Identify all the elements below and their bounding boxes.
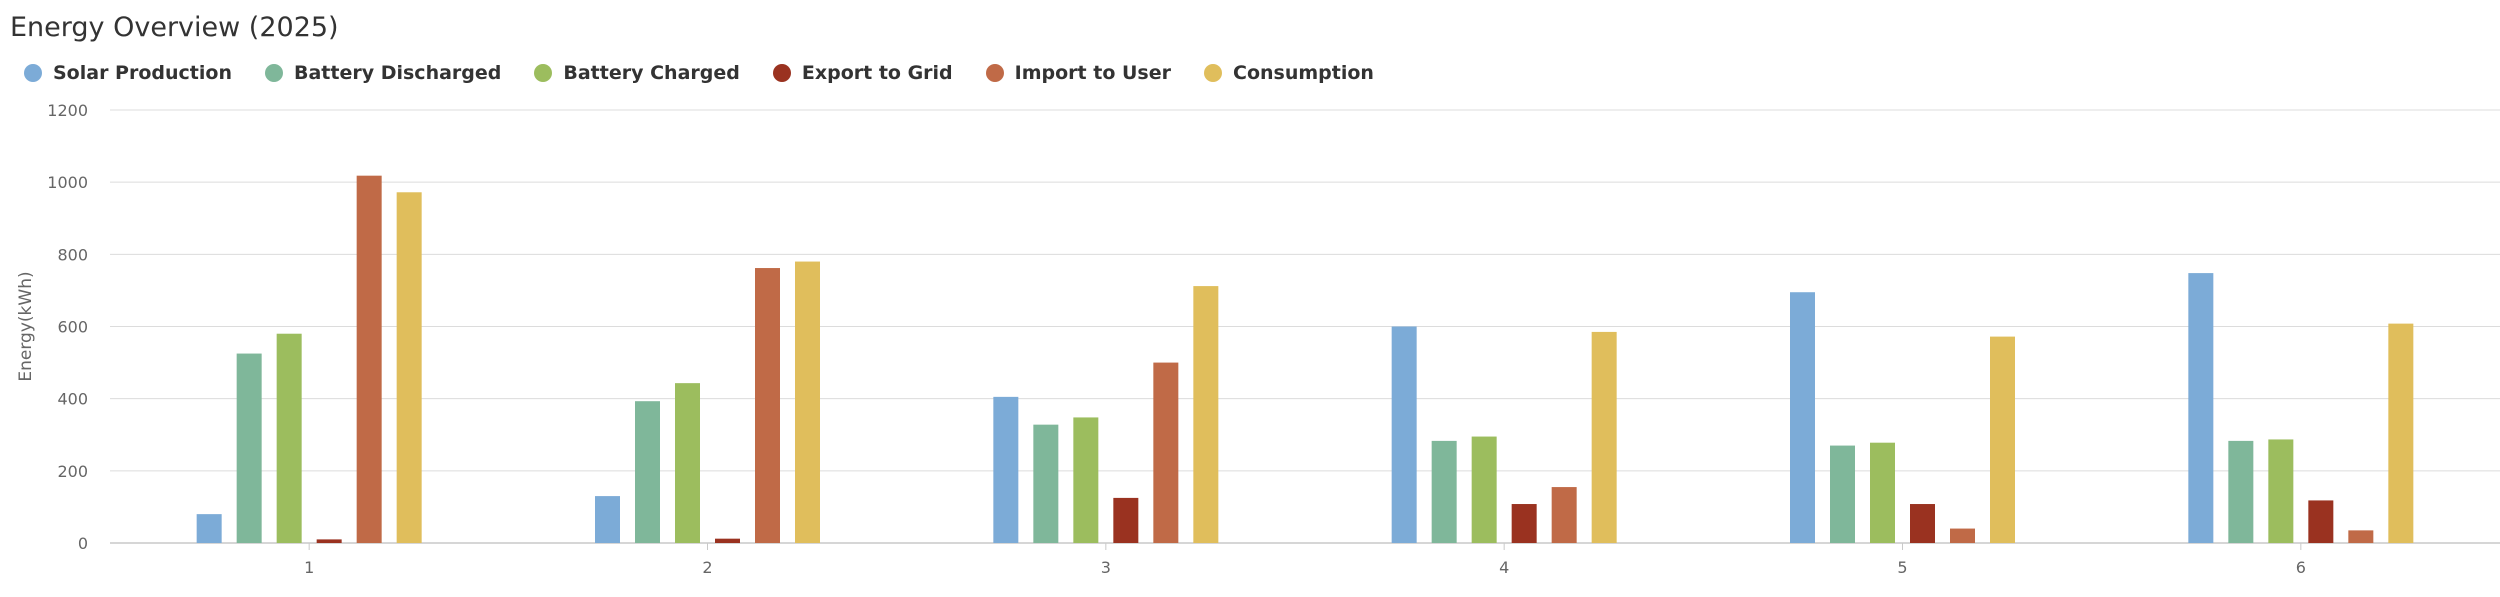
bar xyxy=(396,192,422,543)
legend-marker xyxy=(264,64,283,82)
bar xyxy=(1511,504,1537,543)
legend-marker xyxy=(534,64,553,82)
y-tick-label: 200 xyxy=(57,462,88,481)
bar xyxy=(993,396,1019,543)
bar xyxy=(1153,362,1179,543)
bar xyxy=(2268,439,2294,543)
bar xyxy=(2308,500,2334,543)
x-tick-label: 5 xyxy=(1897,558,1907,577)
chart-legend: Solar Production Battery Discharged Batter… xyxy=(24,62,1407,84)
bar xyxy=(1790,292,1815,543)
bar xyxy=(316,539,342,543)
bar xyxy=(635,401,660,543)
y-tick-label: 0 xyxy=(78,534,88,553)
bar xyxy=(715,538,740,543)
bar xyxy=(1950,528,1975,543)
chart-title: Energy Overview (2025) xyxy=(10,12,339,43)
bar xyxy=(276,333,302,543)
y-tick-label: 600 xyxy=(57,318,88,337)
legend-label: Export to Grid xyxy=(801,62,953,84)
bar xyxy=(356,175,382,543)
legend-item[interactable]: Solar Production xyxy=(24,62,232,84)
bar xyxy=(1591,331,1617,543)
legend-item[interactable]: Import to User xyxy=(985,62,1171,84)
x-tick-label: 4 xyxy=(1499,558,1509,577)
bar xyxy=(1193,286,1219,543)
y-tick-label: 1000 xyxy=(47,173,88,192)
legend-label: Import to User xyxy=(1014,62,1171,84)
bar xyxy=(1551,487,1577,543)
bar xyxy=(595,496,620,543)
legend-label: Consumption xyxy=(1233,62,1374,84)
x-tick-label: 1 xyxy=(304,558,314,577)
bar xyxy=(1073,417,1099,543)
bar xyxy=(236,353,262,543)
bar xyxy=(1870,442,1895,543)
bar xyxy=(1910,504,1935,543)
bar xyxy=(1990,336,2015,543)
y-tick-label: 400 xyxy=(57,390,88,409)
bar xyxy=(196,514,222,543)
legend-marker xyxy=(1204,64,1222,82)
legend-label: Battery Discharged xyxy=(293,62,502,84)
bar xyxy=(1113,497,1139,543)
legend-item[interactable]: Consumption xyxy=(1204,62,1374,84)
legend-item[interactable]: Export to Grid xyxy=(772,62,953,84)
legend-marker xyxy=(772,64,791,82)
bar xyxy=(1431,440,1457,543)
y-tick-label: 1200 xyxy=(47,101,88,120)
x-tick-label: 2 xyxy=(702,558,712,577)
x-tick-label: 3 xyxy=(1101,558,1111,577)
legend-item[interactable]: Battery Discharged xyxy=(264,62,502,84)
bar xyxy=(2348,530,2374,543)
bar xyxy=(1033,424,1059,543)
bar xyxy=(2228,440,2254,543)
legend-label: Battery Charged xyxy=(563,62,740,84)
bar xyxy=(675,383,700,543)
bar xyxy=(755,268,780,543)
x-tick-label: 6 xyxy=(2296,558,2306,577)
bar xyxy=(1391,326,1417,543)
bar xyxy=(2388,323,2414,543)
bar xyxy=(1830,445,1855,543)
legend-item[interactable]: Battery Charged xyxy=(534,62,740,84)
bar xyxy=(2188,273,2214,543)
legend-label: Solar Production xyxy=(53,62,232,84)
y-tick-label: 800 xyxy=(57,245,88,264)
bar xyxy=(1471,436,1497,543)
legend-marker xyxy=(24,64,42,82)
legend-marker xyxy=(985,64,1004,82)
bar xyxy=(795,261,820,543)
y-axis-label: Energy(kWh) xyxy=(16,271,36,381)
